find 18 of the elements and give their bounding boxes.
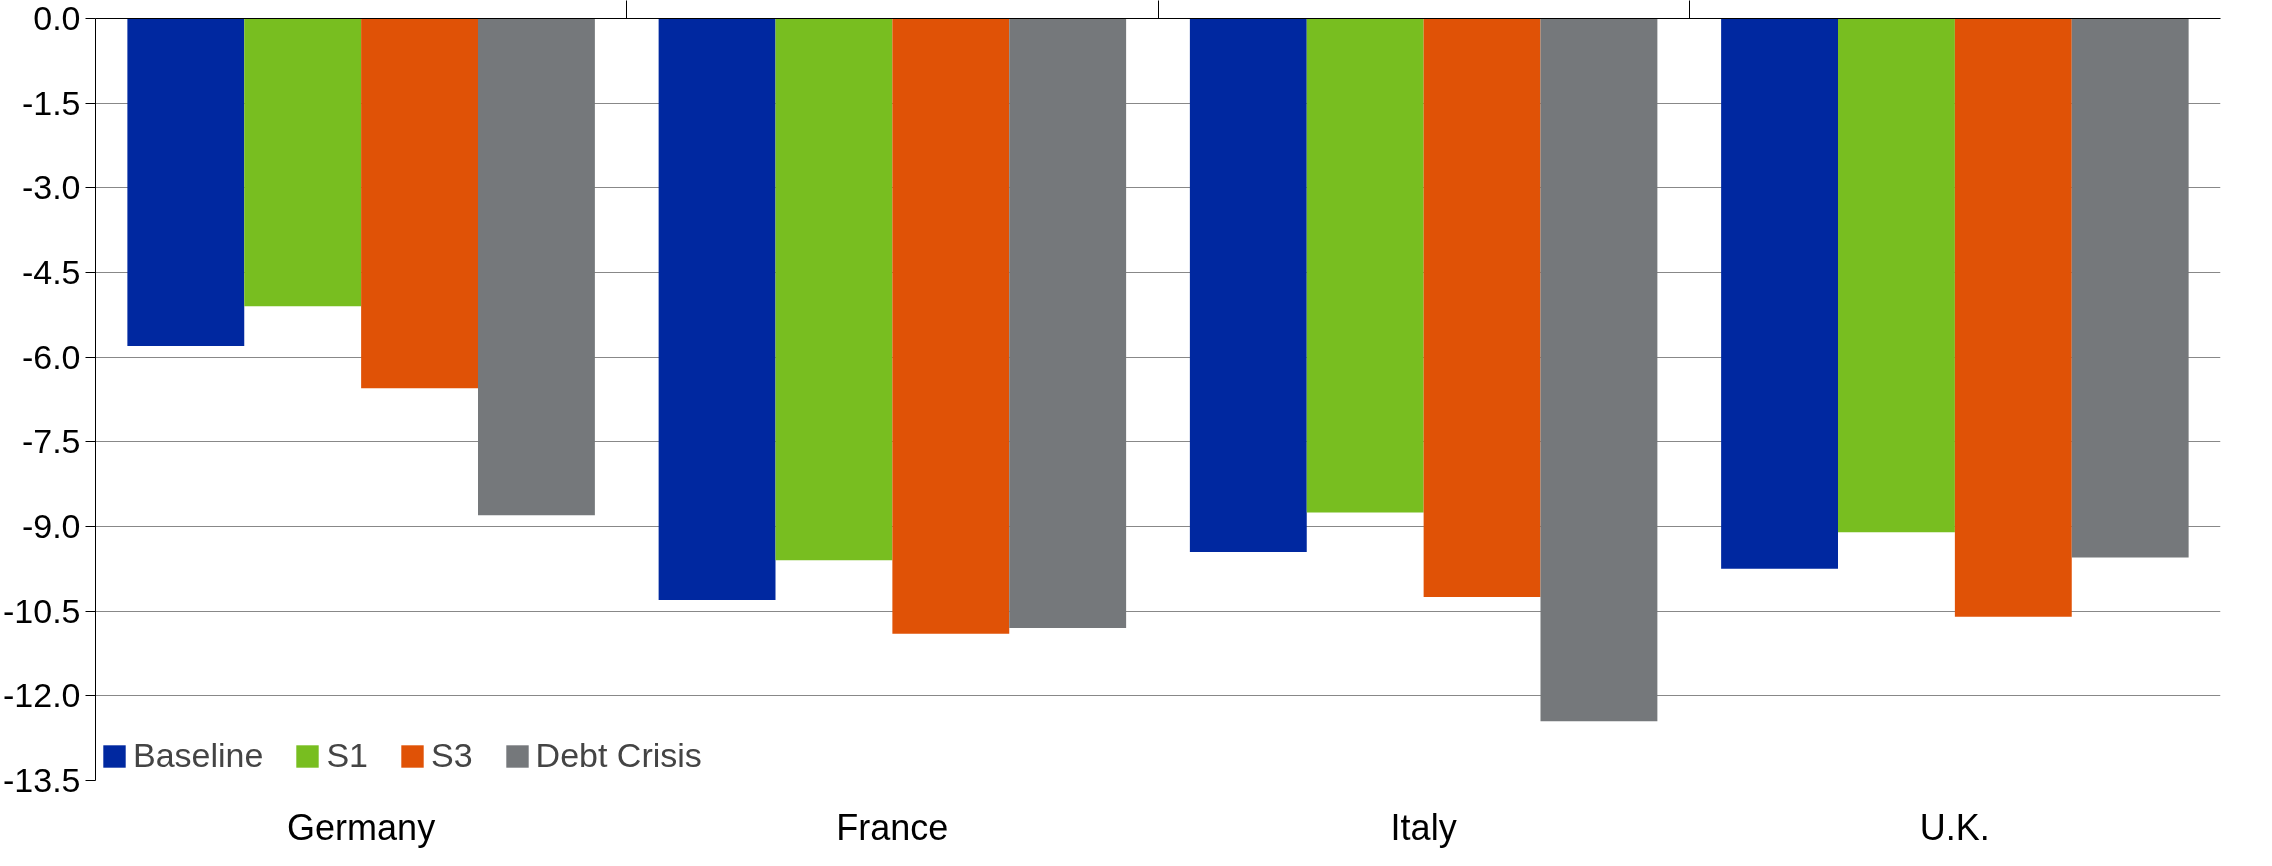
legend-label: Debt Crisis [535, 736, 702, 775]
y-tick-label: -7.5 [21, 422, 81, 461]
y-tick-label: -12.0 [3, 676, 81, 715]
x-tick-label: Italy [1390, 806, 1457, 848]
y-tick-label: -3.0 [21, 168, 81, 207]
y-tick-label: -13.5 [3, 761, 81, 799]
y-tick-label: -4.5 [21, 253, 81, 291]
x-tick-label: Germany [287, 806, 436, 848]
y-tick-label: -9.0 [21, 507, 81, 545]
y-tick-label: -1.5 [21, 83, 81, 122]
x-tick-label: U.K. [1919, 806, 1990, 848]
y-tick-label: -6.0 [21, 337, 81, 376]
y-tick-label: -10.5 [3, 591, 81, 630]
x-tick-label: France [836, 806, 949, 848]
legend-label: Baseline [133, 736, 264, 775]
legend-label: S1 [326, 736, 369, 775]
legend-label: S3 [431, 736, 473, 775]
y-tick-label: 0.0 [33, 0, 81, 37]
